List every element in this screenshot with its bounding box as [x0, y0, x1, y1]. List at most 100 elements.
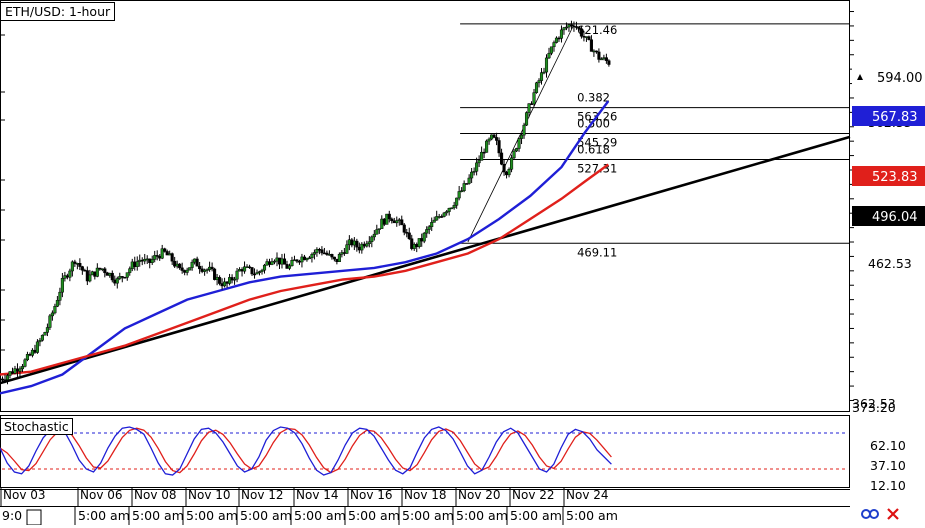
candle-body [477, 160, 481, 164]
candle-body [105, 272, 109, 276]
chart-title: ETH/USD: 1-hour [0, 2, 116, 21]
candle-body [140, 259, 144, 262]
candle-body [367, 241, 371, 245]
candle-body [475, 162, 479, 172]
candle-body [53, 306, 57, 314]
candle-body [245, 266, 249, 269]
candle-body [30, 349, 34, 356]
fib-level-value: 621.46 [577, 23, 617, 37]
candle-body [450, 207, 454, 210]
candle-body [5, 375, 10, 380]
candle-body [557, 37, 561, 40]
candle-body [534, 82, 539, 93]
candle-body [175, 263, 179, 267]
candle-body [589, 39, 593, 52]
time-label: 5:00 am [132, 508, 184, 523]
candle-body [517, 138, 521, 149]
candle-body [70, 261, 74, 272]
candle-body [502, 164, 506, 173]
candle-body [539, 72, 544, 81]
candle-body [577, 27, 581, 30]
candle-body [302, 256, 306, 261]
candle-body [168, 253, 172, 256]
candle-body [220, 283, 224, 287]
candle-body [347, 239, 351, 246]
candle-body [230, 277, 234, 281]
candle-body [228, 277, 232, 284]
candle-body [133, 261, 137, 267]
candle-body [165, 251, 169, 256]
candle-body [340, 252, 344, 255]
time-label: 5:00 am [240, 508, 292, 523]
candle-body [292, 259, 297, 262]
candle-body [250, 267, 254, 275]
candle-body [552, 42, 556, 48]
candle-body [50, 312, 54, 317]
candle-body [572, 25, 576, 28]
candle-body [457, 191, 461, 199]
candle-body [529, 103, 534, 105]
candle-body [183, 270, 187, 273]
candle-body [582, 36, 586, 38]
candle-body [397, 219, 401, 221]
candle-body [68, 270, 72, 278]
link-icon [861, 509, 880, 519]
candle-body [170, 253, 174, 262]
candle-body [185, 269, 189, 273]
candle-body [559, 29, 564, 39]
stochastic-tick-label: 12.10 [870, 478, 906, 493]
time-label: 5:00 am [402, 508, 454, 523]
last-price-label: 594.00 [877, 71, 923, 86]
date-label: Nov 24 [566, 488, 609, 502]
candle-body [83, 269, 87, 272]
candle-body [370, 236, 374, 243]
candle-body [547, 52, 551, 59]
candle-body [113, 279, 117, 284]
candle-body [405, 232, 409, 234]
candle-body [262, 264, 267, 271]
candle-body [150, 259, 154, 263]
candle-body [255, 272, 259, 275]
candle-body [522, 124, 526, 136]
candle-body [322, 252, 326, 255]
candle-body [188, 267, 192, 271]
candle-body [0, 378, 5, 381]
candle-body [392, 220, 396, 224]
price-panel [0, 0, 850, 412]
candle-body [160, 248, 164, 259]
date-label: Nov 14 [296, 488, 339, 502]
candle-body [574, 26, 578, 28]
candle-body [300, 256, 304, 263]
candle-body [375, 229, 379, 235]
price-tick-label: 362.53 [852, 396, 896, 411]
candle-body [95, 267, 99, 277]
price-marker [852, 106, 925, 126]
candle-body [58, 291, 62, 301]
fib-level-ratio: 0.500 [577, 117, 610, 131]
time-label: 9:0 [2, 508, 22, 523]
date-label: Nov 03 [3, 488, 46, 502]
candle-body [442, 212, 446, 217]
candle-body [362, 243, 366, 247]
candle-body [487, 138, 491, 142]
candle-body [467, 177, 471, 184]
candle-body [510, 157, 514, 170]
candle-body [280, 258, 284, 265]
candle-body [100, 268, 104, 270]
stochastic-tick-label: 37.10 [870, 458, 906, 473]
candle-body [427, 226, 431, 230]
price-marker [852, 166, 925, 186]
candle-body [305, 258, 309, 261]
candle-body [507, 168, 511, 176]
candle-body [108, 272, 112, 276]
candle-body [385, 213, 389, 225]
candle-body [240, 269, 244, 272]
stochastic-tick-label: 62.10 [870, 438, 906, 453]
candle-body [295, 259, 299, 262]
candle-body [45, 327, 49, 333]
candle-body [205, 269, 209, 271]
candle-body [420, 238, 424, 242]
candle-body [544, 57, 549, 73]
candle-body [148, 258, 152, 263]
candle-body [604, 57, 608, 61]
